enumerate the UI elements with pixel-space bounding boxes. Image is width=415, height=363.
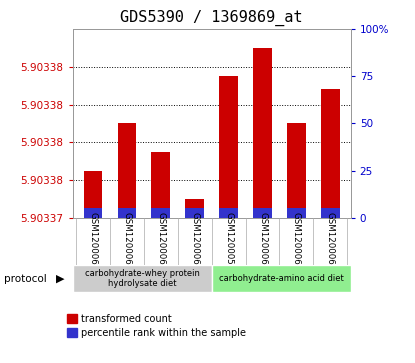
Bar (212, 265, 351, 292)
Text: protocol: protocol (4, 274, 47, 284)
Legend: transformed count, percentile rank within the sample: transformed count, percentile rank withi… (63, 310, 250, 342)
Text: ▶: ▶ (56, 274, 64, 284)
Bar (117, 123, 136, 218)
Bar (321, 208, 339, 218)
Bar (73, 265, 212, 292)
Bar (186, 208, 204, 218)
Bar (321, 89, 339, 218)
Text: GSM1200061: GSM1200061 (292, 212, 301, 270)
Bar (84, 171, 102, 218)
Bar (253, 48, 272, 218)
Text: carbohydrate-amino acid diet: carbohydrate-amino acid diet (219, 274, 344, 283)
Text: GSM1200062: GSM1200062 (326, 212, 335, 270)
Bar (219, 208, 238, 218)
Text: GSM1200059: GSM1200059 (224, 212, 233, 270)
Text: GSM1200066: GSM1200066 (190, 212, 199, 270)
Text: GSM1200064: GSM1200064 (122, 212, 132, 270)
Bar (287, 123, 306, 218)
Bar (151, 208, 170, 218)
Text: carbohydrate-whey protein
hydrolysate diet: carbohydrate-whey protein hydrolysate di… (85, 269, 200, 288)
Text: GSM1200063: GSM1200063 (88, 212, 98, 270)
Text: GSM1200060: GSM1200060 (258, 212, 267, 270)
Bar (287, 208, 306, 218)
Bar (117, 208, 136, 218)
Bar (186, 199, 204, 218)
Bar (253, 208, 272, 218)
Bar (219, 76, 238, 218)
Text: GSM1200065: GSM1200065 (156, 212, 165, 270)
Bar (84, 208, 102, 218)
Title: GDS5390 / 1369869_at: GDS5390 / 1369869_at (120, 10, 303, 26)
Bar (151, 152, 170, 218)
